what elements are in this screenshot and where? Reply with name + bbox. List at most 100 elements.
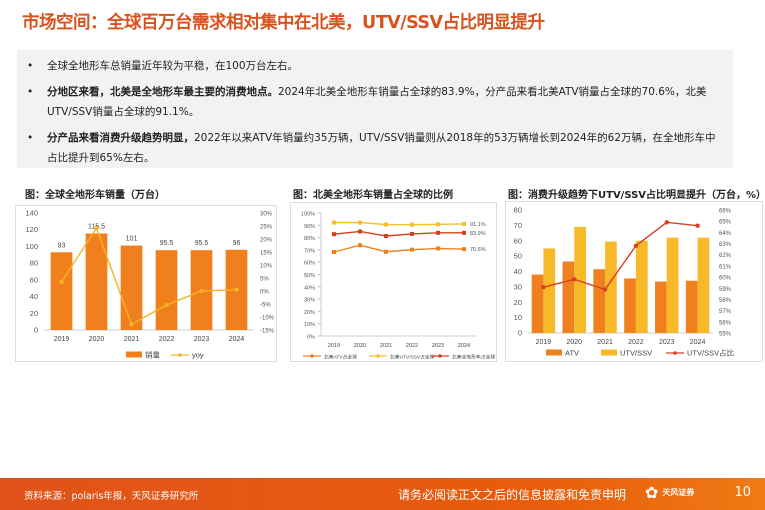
bar-UTV/SSV xyxy=(666,237,679,333)
bullet-icon: • xyxy=(27,132,34,144)
bar-UTV/SSV xyxy=(697,237,710,333)
line-yoy xyxy=(60,226,237,326)
point-北美UTV/SSV占全球 xyxy=(384,222,388,227)
page-title: 市场空间：全球百万台需求相对集中在北美，UTV/SSV占比明显提升 xyxy=(22,13,545,33)
y-tick-label: 0 xyxy=(34,326,38,335)
x-tick-label: 2020 xyxy=(89,336,105,343)
legend-label: 北美全地形车占全球 xyxy=(452,354,495,361)
point-yoy xyxy=(164,302,169,308)
bar-ATV xyxy=(685,280,698,333)
legend-label: ATV xyxy=(565,349,579,358)
y-tick-label: 100% xyxy=(301,212,315,218)
y-tick-label: 40 xyxy=(30,292,38,301)
brand-logo: ✿ 天风证券 xyxy=(645,483,694,502)
page-number: 10 xyxy=(734,485,751,500)
point-UTV/SSV占比 xyxy=(602,287,608,292)
y-tick-label: 20 xyxy=(30,309,38,318)
legend-marker xyxy=(376,354,380,358)
y-tick-label: 60 xyxy=(514,236,522,245)
point-北美全地形车占全球 xyxy=(358,229,362,234)
x-tick-label: 2022 xyxy=(159,336,175,343)
x-tick-label: 2019 xyxy=(54,336,70,343)
bar-销量 xyxy=(85,233,108,330)
bar-UTV/SSV xyxy=(635,240,648,333)
y2-tick-label: 20% xyxy=(260,238,273,244)
y-tick-label: 50% xyxy=(304,273,315,279)
point-UTV/SSV占比 xyxy=(664,220,669,225)
point-北美ATV占全球 xyxy=(384,249,388,254)
point-UTV/SSV占比 xyxy=(572,277,577,282)
bar-ATV xyxy=(531,274,544,333)
y2-tick-label: 59% xyxy=(719,287,732,293)
source-note: 资料来源：polaris年报，天风证券研究所 xyxy=(24,491,199,502)
bar-UTV/SSV xyxy=(605,241,617,333)
x-tick-label: 2020 xyxy=(566,339,582,346)
bullet-bold: 分地区来看，北美是全地形车最主要的消费地点。 xyxy=(47,86,278,98)
x-tick-label: 2021 xyxy=(597,339,613,346)
point-UTV/SSV占比 xyxy=(541,284,546,290)
y2-tick-label: 56% xyxy=(719,320,732,326)
point-北美全地形车占全球 xyxy=(462,230,466,235)
y2-tick-label: 64% xyxy=(719,231,732,237)
disclaimer-link[interactable]: 请务必阅读正文之后的信息披露和免责申明 xyxy=(398,488,627,502)
point-北美UTV/SSV占全球 xyxy=(332,220,336,225)
legend-label: 销量 xyxy=(145,350,160,360)
y-tick-label: 20 xyxy=(514,298,522,307)
y2-tick-label: 63% xyxy=(719,242,732,248)
chart-title-global-sales: 图：全球全地形车销量（万台） xyxy=(25,190,165,201)
x-tick-label: 2023 xyxy=(432,343,444,349)
bullet-item: • 全球全地形车总销量近年较为平稳，在100万台左右。 xyxy=(27,56,721,76)
data-label: 95.5 xyxy=(195,240,209,247)
point-北美ATV占全球 xyxy=(410,247,414,252)
point-北美UTV/SSV占全球 xyxy=(358,220,362,225)
line-北美UTV/SSV占全球 xyxy=(333,221,465,226)
end-label: 70.6% xyxy=(470,247,486,253)
y2-tick-label: 62% xyxy=(719,253,732,259)
end-label: 83.9% xyxy=(470,231,486,237)
bar-UTV/SSV xyxy=(574,226,586,333)
x-tick-label: 2024 xyxy=(690,339,706,346)
chart-global-sales: 0 20 40 60 80 100 120 140 -15% -10% -5% 0% 5% 10% 15% 2… xyxy=(15,205,277,362)
y-tick-label: 30 xyxy=(514,282,522,291)
point-yoy xyxy=(94,225,99,231)
bar-ATV xyxy=(655,281,667,333)
bullet-item: • 分地区来看，北美是全地形车最主要的消费地点。2024年北美全地形车销量占全球的… xyxy=(27,82,721,122)
data-label: 101 xyxy=(126,236,138,243)
y2-tick-label: 5% xyxy=(260,277,269,283)
point-UTV/SSV占比 xyxy=(633,243,639,248)
legend-label: 北美UTV/SSV占全球 xyxy=(390,354,435,361)
bar-销量 xyxy=(120,245,143,330)
y2-tick-label: 25% xyxy=(260,225,273,231)
legend-marker xyxy=(673,351,677,355)
y2-tick-label: 58% xyxy=(719,298,732,304)
chart-title-utv-share: 图：消费升级趋势下UTV/SSV占比明显提升（万台，%） xyxy=(508,190,765,201)
y-tick-label: 80 xyxy=(514,206,522,215)
y2-tick-label: -15% xyxy=(260,329,275,335)
y2-tick-label: 66% xyxy=(719,209,732,215)
y2-tick-label: 10% xyxy=(260,264,273,270)
point-北美UTV/SSV占全球 xyxy=(462,221,466,226)
y-tick-label: 80% xyxy=(304,236,315,242)
y-tick-label: 120 xyxy=(25,225,38,234)
chart-utv-share: 0 10 20 30 40 50 60 70 80 55% 56% 57% 58% 59% 60% 61% 62… xyxy=(505,201,763,362)
point-北美全地形车占全球 xyxy=(436,230,440,235)
y-tick-label: 60% xyxy=(304,261,315,267)
y-tick-label: 80 xyxy=(30,259,38,268)
point-北美全地形车占全球 xyxy=(384,234,388,239)
logo-text: 天风证券 xyxy=(662,488,695,497)
x-tick-label: 2020 xyxy=(354,343,366,349)
bullet-icon: • xyxy=(27,60,34,72)
y-tick-label: 70 xyxy=(514,221,522,230)
point-北美ATV占全球 xyxy=(436,246,440,251)
legend-swatch xyxy=(601,349,617,356)
bar-UTV/SSV xyxy=(543,248,556,333)
legend-swatch xyxy=(126,351,142,358)
bullet-icon: • xyxy=(27,86,34,98)
x-tick-label: 2023 xyxy=(659,339,675,346)
x-tick-label: 2024 xyxy=(229,336,245,343)
footer: 资料来源：polaris年报，天风证券研究所 请务必阅读正文之后的信息披露和免责… xyxy=(0,478,765,510)
y2-tick-label: 55% xyxy=(719,332,732,338)
y2-tick-label: 0% xyxy=(260,290,269,296)
x-tick-label: 2023 xyxy=(194,336,210,343)
y2-tick-label: 30% xyxy=(260,212,273,218)
